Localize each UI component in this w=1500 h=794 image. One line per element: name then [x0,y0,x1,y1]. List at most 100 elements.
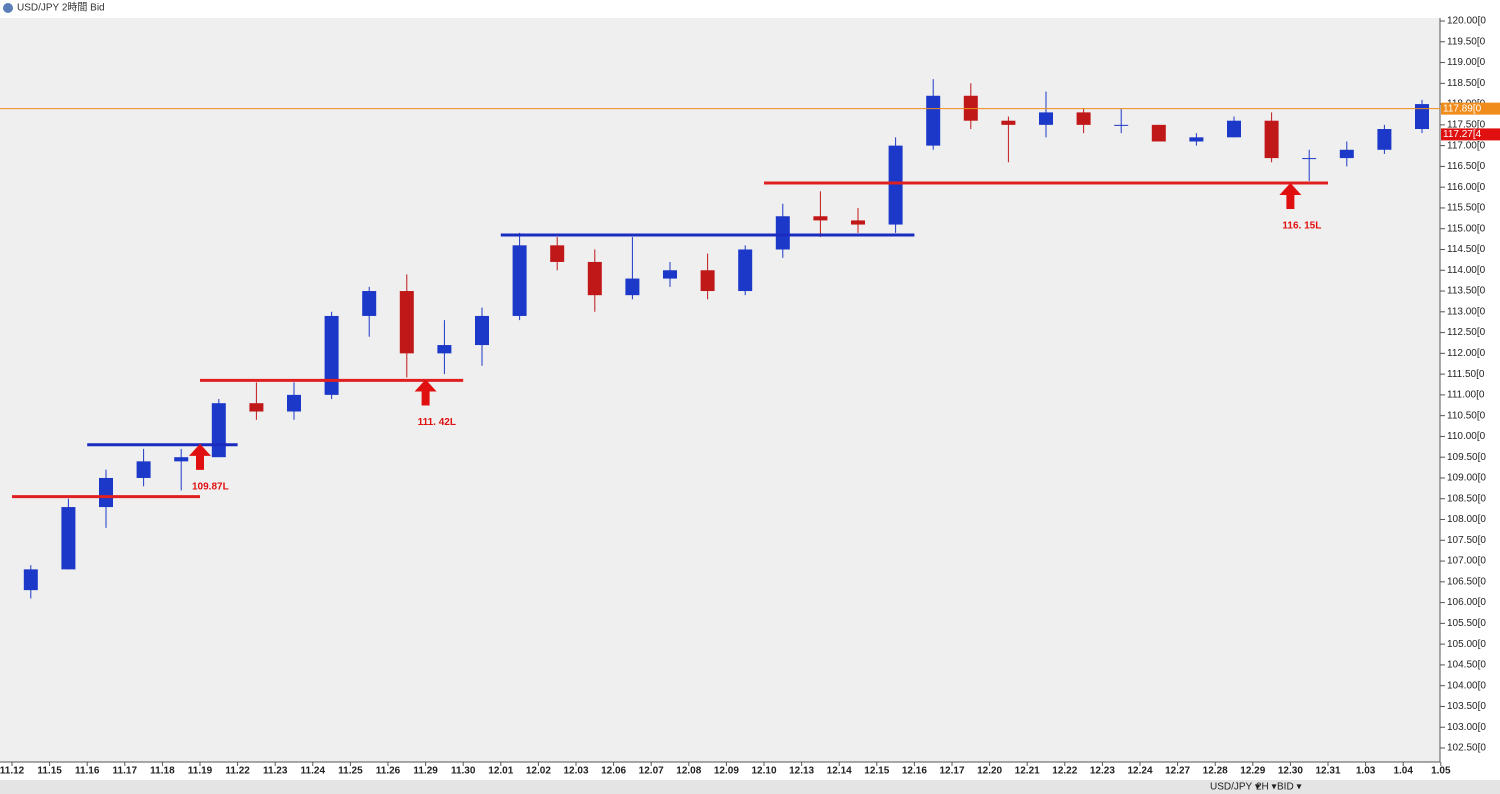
x-tick-label: 12.06 [601,766,626,777]
price-tag [1441,102,1500,115]
app-icon [3,3,13,13]
y-tick-label: 111.00[0 [1447,390,1485,401]
y-tick-label: 109.50[0 [1447,452,1486,463]
candle-body [1114,124,1129,126]
candle-body [249,403,264,412]
candle-body [587,261,602,296]
candle-body [211,403,226,458]
y-tick-label: 115.00[0 [1447,223,1486,234]
x-tick-label: 11.30 [451,766,476,777]
candle-body [1189,137,1204,142]
x-tick-label: 12.30 [1278,766,1303,777]
y-tick-label: 107.50[0 [1447,535,1486,546]
candle-body [813,216,828,221]
x-tick-label: 12.17 [939,766,964,777]
arrow [414,379,437,406]
y-tick-label: 110.50[0 [1447,410,1486,421]
side-select[interactable]: BID ▾ [1277,782,1301,793]
x-tick-label: 11.29 [413,766,438,777]
candle-body [324,315,339,395]
candle-body [399,291,414,354]
x-tick-label: 12.24 [1127,766,1152,777]
candle-body [23,569,38,591]
x-tick-label: 12.03 [563,766,588,777]
y-tick-label: 104.00[0 [1447,680,1486,691]
candle-body [775,216,790,250]
x-tick-label: 12.22 [1052,766,1077,777]
toolbar [0,780,1500,794]
candle-body [663,270,677,279]
y-tick-label: 119.50[0 [1447,36,1486,47]
candle-body [888,145,903,225]
candle-body [1302,158,1317,160]
y-tick-label: 105.50[0 [1447,618,1486,629]
x-tick-label: 12.08 [676,766,701,777]
y-tick-label: 116.00[0 [1447,182,1486,193]
x-tick-label: 12.14 [827,766,852,777]
candle-body [1076,112,1091,125]
x-tick-label: 11.12 [0,766,25,777]
x-tick-label: 11.22 [225,766,250,777]
candle-body [550,245,565,262]
x-tick-label: 1.03 [1356,766,1376,777]
y-tick-label: 116.50[0 [1447,161,1486,172]
candle-body [512,245,527,316]
arrow [189,443,211,470]
candle-body [1264,120,1279,159]
candle-body [1151,124,1166,142]
x-tick-label: 12.20 [977,766,1002,777]
plot-area [0,18,1440,762]
candle-body [362,291,377,316]
y-tick-label: 112.00[0 [1447,348,1486,359]
period-select[interactable]: 2H ▾ [1256,782,1277,793]
x-tick-label: 12.31 [1315,766,1340,777]
x-tick-label: 12.09 [714,766,739,777]
y-tick-label: 115.50[0 [1447,203,1486,214]
x-tick-label: 12.13 [789,766,814,777]
annotation: 109.87L [192,481,229,492]
x-tick-label: 12.15 [864,766,889,777]
y-tick-label: 110.00[0 [1447,431,1486,442]
price-tag [1441,128,1500,141]
annotation: 111. 42L [418,417,456,428]
x-tick-label: 11.16 [75,766,100,777]
candle-body [1415,104,1429,130]
y-tick-label: 103.50[0 [1447,701,1486,712]
y-tick-label: 104.50[0 [1447,660,1486,671]
y-tick-label: 113.50[0 [1447,286,1486,297]
x-tick-label: 1.05 [1431,766,1451,777]
x-tick-label: 12.01 [488,766,513,777]
annotation: 116. 15L [1282,221,1321,232]
x-tick-label: 12.23 [1090,766,1115,777]
y-tick-label: 108.00[0 [1447,514,1486,525]
y-tick-label: 113.00[0 [1447,306,1486,317]
y-tick-label: 106.00[0 [1447,597,1486,608]
y-tick-label: 109.00[0 [1447,473,1486,484]
symbol-select[interactable]: USD/JPY ▾ [1210,782,1260,793]
window-title: USD/JPY 2時間 Bid [17,2,105,14]
y-tick-label: 103.00[0 [1447,722,1486,733]
x-tick-label: 11.17 [113,766,138,777]
candle-body [99,477,113,508]
x-tick-label: 12.10 [751,766,776,777]
candle-body [1227,120,1241,138]
candle-body [625,278,640,296]
x-tick-label: 11.26 [376,766,401,777]
y-tick-label: 107.00[0 [1447,556,1486,567]
candle-body [851,220,865,225]
candle-body [738,249,753,292]
x-tick-label: 12.07 [639,766,664,777]
candle-body [136,461,151,478]
x-tick-label: 11.18 [150,766,175,777]
x-tick-label: 12.16 [902,766,927,777]
y-tick-label: 119.00[0 [1447,57,1486,68]
y-tick-label: 114.00[0 [1447,265,1486,276]
x-tick-label: 12.02 [526,766,551,777]
x-tick-label: 11.25 [338,766,363,777]
x-tick-label: 12.21 [1015,766,1040,777]
price-tag-label: 117.27[4 [1443,129,1482,140]
candle-body [174,457,189,462]
x-tick-label: 11.15 [37,766,62,777]
x-tick-label: 11.23 [263,766,288,777]
